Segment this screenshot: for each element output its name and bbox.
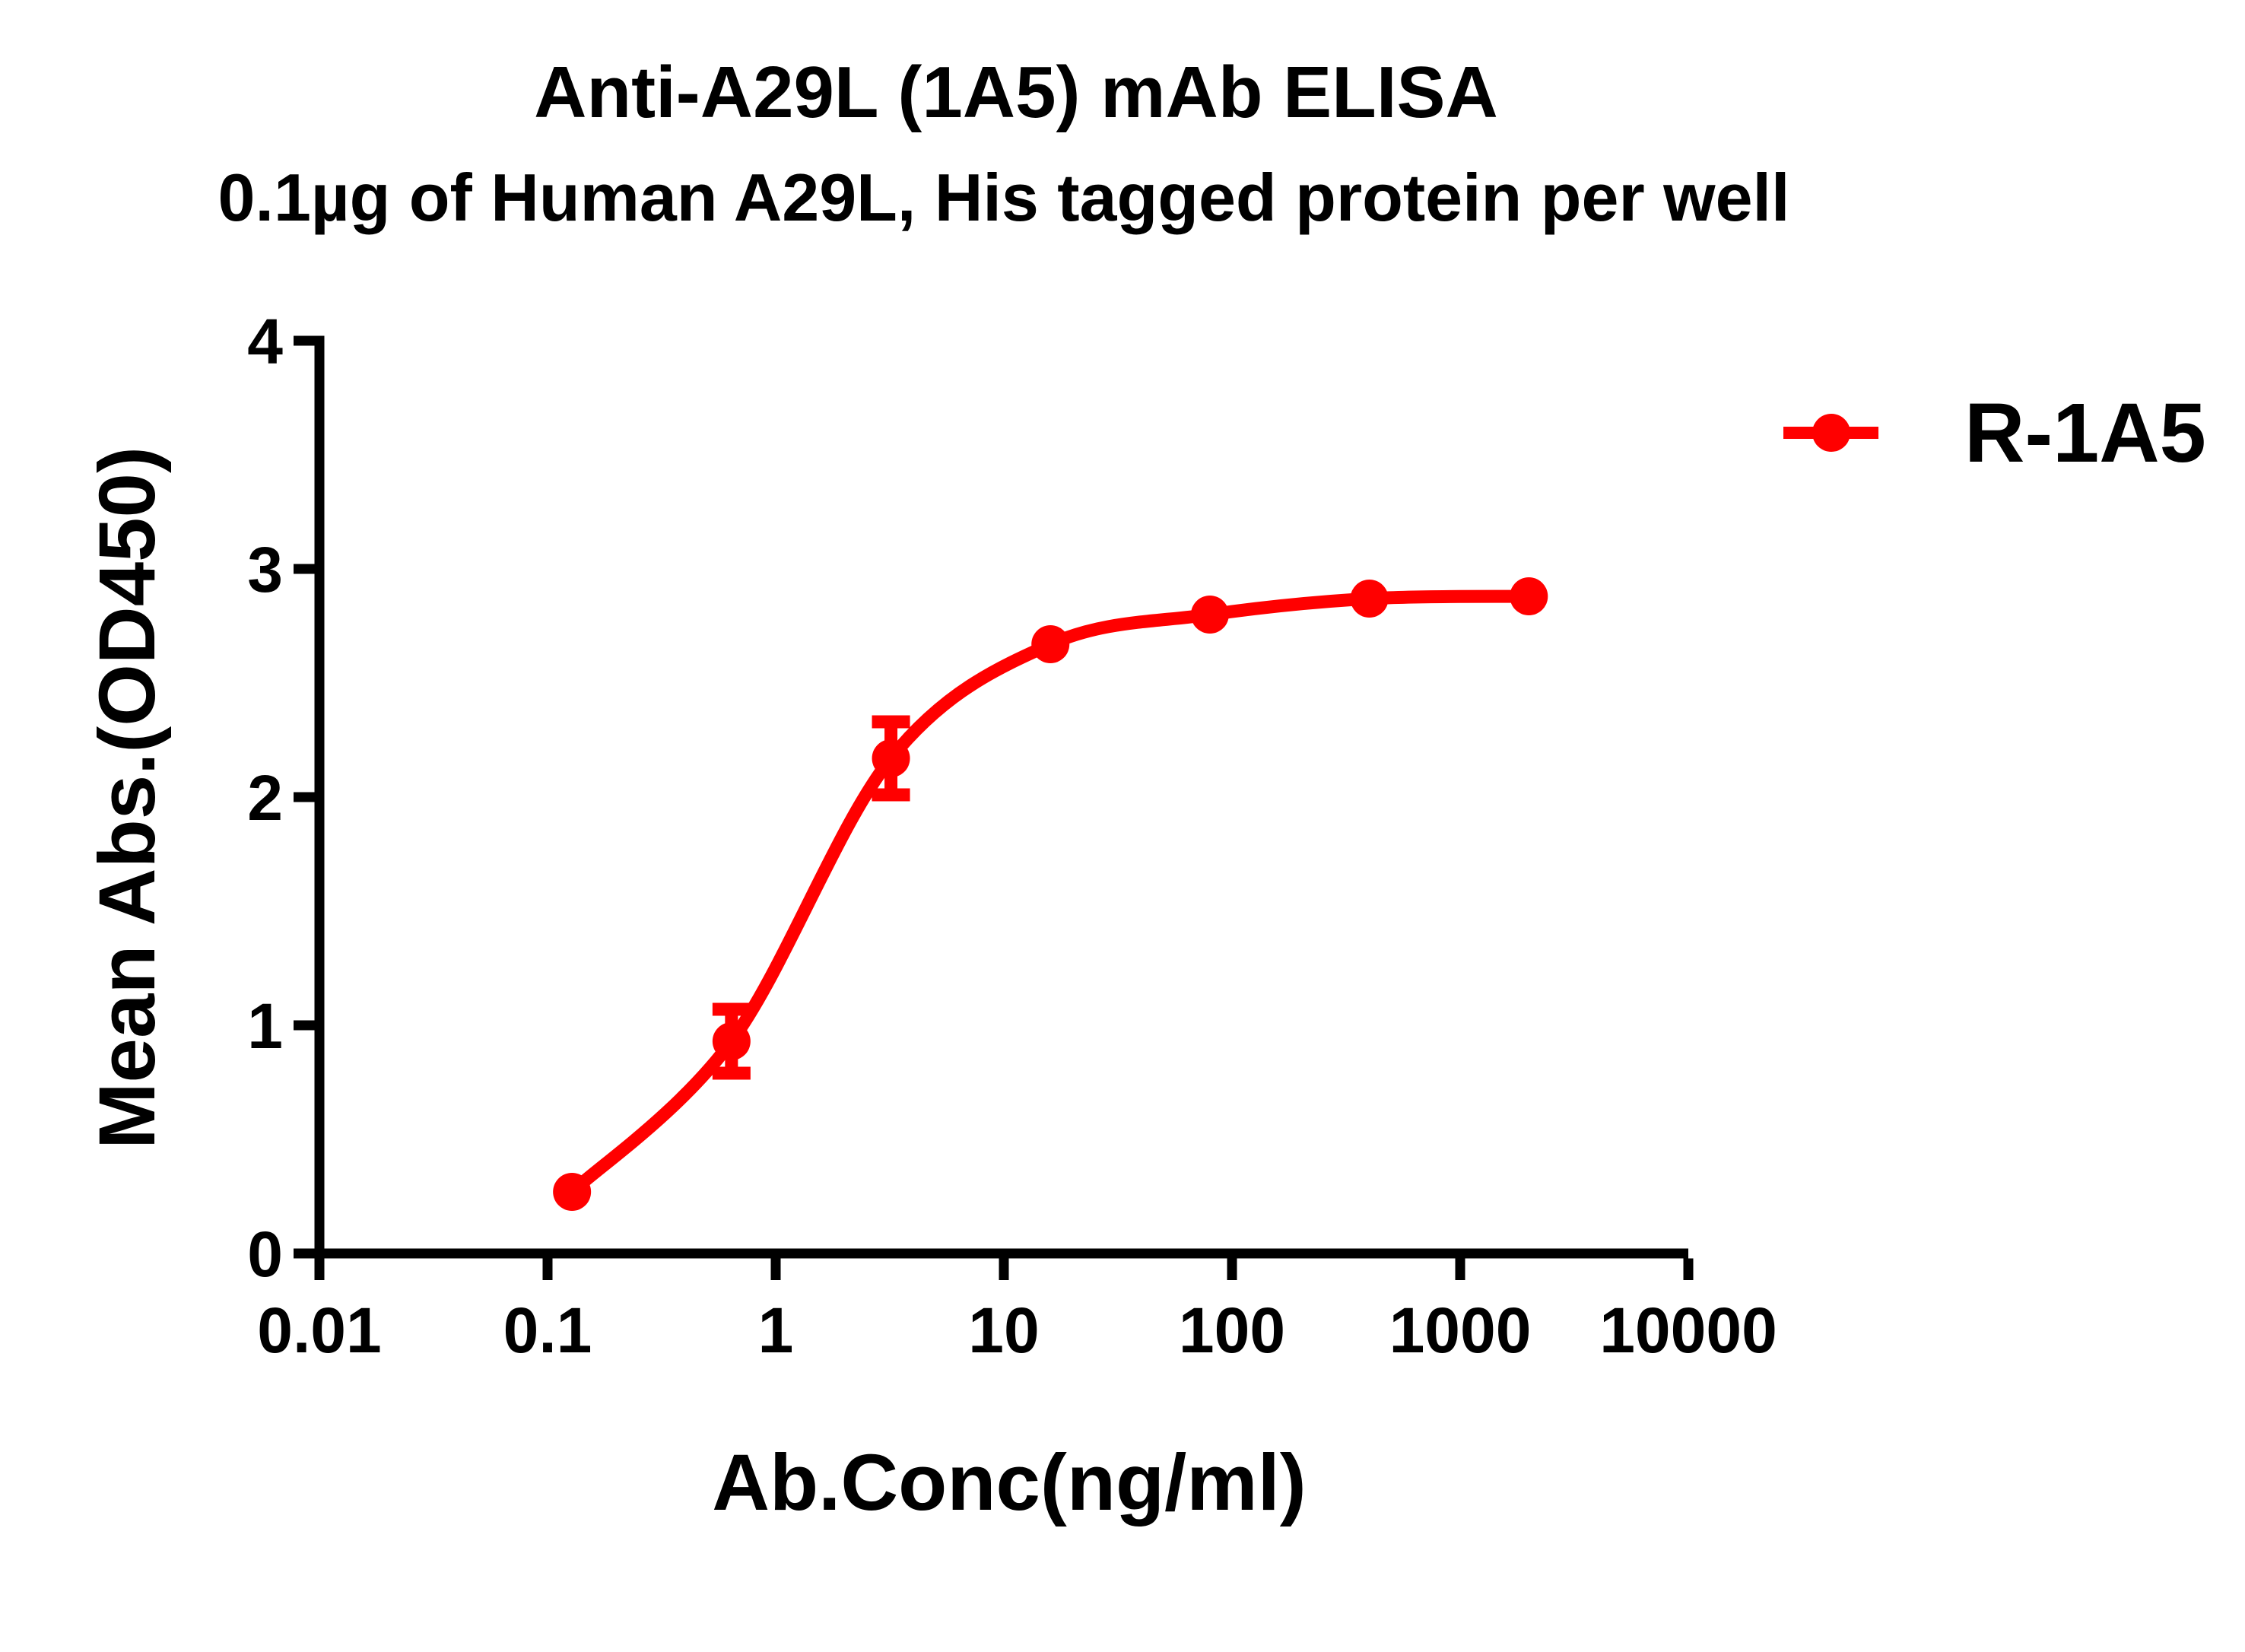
chart-subtitle: 0.1µg of Human A29L, His tagged protein … xyxy=(218,160,1790,235)
data-point xyxy=(1031,625,1070,663)
fit-curve xyxy=(565,589,1535,1199)
x-tick-label: 1 xyxy=(758,1295,794,1366)
y-tick-label: 3 xyxy=(247,534,283,605)
x-tick-label: 10 xyxy=(968,1295,1039,1366)
y-tick-label: 4 xyxy=(247,306,283,377)
legend-label: R-1A5 xyxy=(1964,386,2206,480)
data-point xyxy=(872,739,910,777)
x-tick-label: 1000 xyxy=(1389,1295,1532,1366)
data-point xyxy=(1510,577,1548,615)
data-point xyxy=(1350,580,1389,618)
data-point xyxy=(712,1022,751,1060)
x-tick-label: 10000 xyxy=(1599,1295,1777,1366)
data-point xyxy=(1190,596,1229,634)
x-axis-label: Ab.Conc(ng/ml) xyxy=(712,1438,1307,1527)
y-tick-label: 1 xyxy=(247,990,283,1062)
x-tick-label: 0.1 xyxy=(503,1295,592,1366)
x-tick-label: 100 xyxy=(1179,1295,1285,1366)
y-tick-label: 2 xyxy=(247,762,283,834)
chart-title: Anti-A29L (1A5) mAb ELISA xyxy=(534,52,1498,133)
x-tick-label: 0.01 xyxy=(257,1295,382,1366)
legend-marker xyxy=(1783,414,1878,452)
legend: R-1A5 xyxy=(1783,386,2206,480)
legend-marker-dot xyxy=(1812,414,1850,452)
data-point xyxy=(553,1173,592,1211)
y-tick-label: 0 xyxy=(247,1218,283,1290)
